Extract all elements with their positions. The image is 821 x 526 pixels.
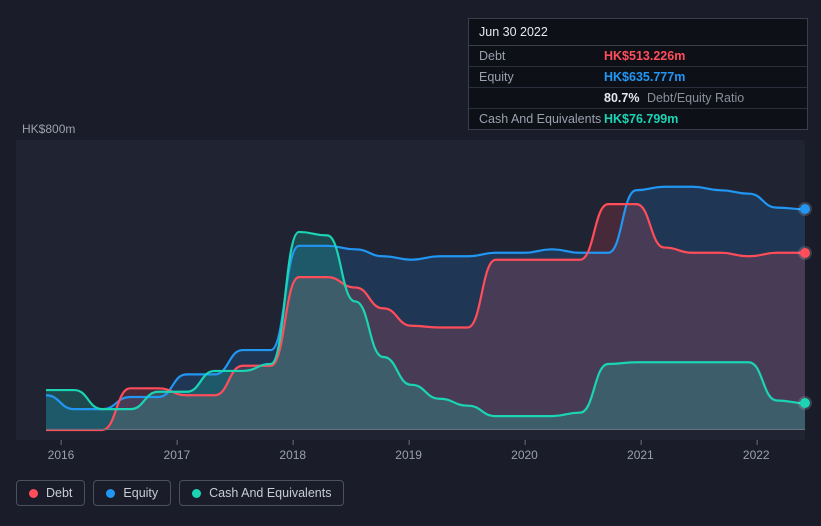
tooltip-key (479, 91, 604, 105)
tooltip-key: Cash And Equivalents (479, 112, 604, 126)
tooltip-val: 80.7% (604, 91, 639, 105)
tooltip-row-cash: Cash And Equivalents HK$76.799m (469, 109, 807, 129)
chart-plot-area[interactable] (16, 140, 805, 440)
dot-icon (106, 489, 115, 498)
tooltip-row-equity: Equity HK$635.777m (469, 67, 807, 88)
series-end-marker (800, 248, 810, 258)
tooltip-row-ratio: 80.7% Debt/Equity Ratio (469, 88, 807, 109)
chart-baseline (46, 429, 805, 430)
legend-label: Equity (123, 486, 158, 500)
tooltip-key: Debt (479, 49, 604, 63)
legend-item-equity[interactable]: Equity (93, 480, 171, 506)
tooltip-row-debt: Debt HK$513.226m (469, 46, 807, 67)
tooltip-key: Equity (479, 70, 604, 84)
chart-legend: Debt Equity Cash And Equivalents (16, 480, 344, 506)
x-axis-tick: 2020 (511, 448, 538, 462)
tooltip-val: HK$635.777m (604, 70, 685, 84)
x-axis-tick: 2021 (627, 448, 654, 462)
tooltip-val: HK$76.799m (604, 112, 678, 126)
x-axis-tick: 2016 (48, 448, 75, 462)
x-axis: 2016 2017 2018 2019 2020 2021 2022 (16, 445, 805, 475)
y-axis-top-label: HK$800m (22, 122, 75, 136)
tooltip-val: HK$513.226m (604, 49, 685, 63)
tooltip-note: Debt/Equity Ratio (647, 91, 744, 105)
legend-item-debt[interactable]: Debt (16, 480, 85, 506)
series-end-marker (800, 398, 810, 408)
x-axis-tick: 2017 (164, 448, 191, 462)
chart-svg (46, 140, 805, 440)
dot-icon (29, 489, 38, 498)
dot-icon (192, 489, 201, 498)
legend-label: Cash And Equivalents (209, 486, 331, 500)
legend-item-cash[interactable]: Cash And Equivalents (179, 480, 344, 506)
series-end-marker (800, 204, 810, 214)
chart-tooltip: Jun 30 2022 Debt HK$513.226m Equity HK$6… (468, 18, 808, 130)
x-axis-tick: 2019 (395, 448, 422, 462)
x-axis-tick: 2018 (279, 448, 306, 462)
tooltip-date: Jun 30 2022 (469, 19, 807, 46)
x-axis-tick: 2022 (743, 448, 770, 462)
legend-label: Debt (46, 486, 72, 500)
